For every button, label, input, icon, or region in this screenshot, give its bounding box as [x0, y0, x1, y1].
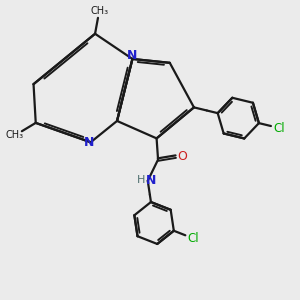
Text: CH₃: CH₃ — [6, 130, 24, 140]
Text: N: N — [127, 49, 138, 62]
Text: H: H — [137, 175, 146, 185]
Text: CH₃: CH₃ — [90, 7, 108, 16]
Text: N: N — [84, 136, 94, 149]
Text: N: N — [146, 174, 156, 187]
Text: O: O — [177, 150, 187, 163]
Text: Cl: Cl — [274, 122, 285, 135]
Text: Cl: Cl — [188, 232, 200, 245]
